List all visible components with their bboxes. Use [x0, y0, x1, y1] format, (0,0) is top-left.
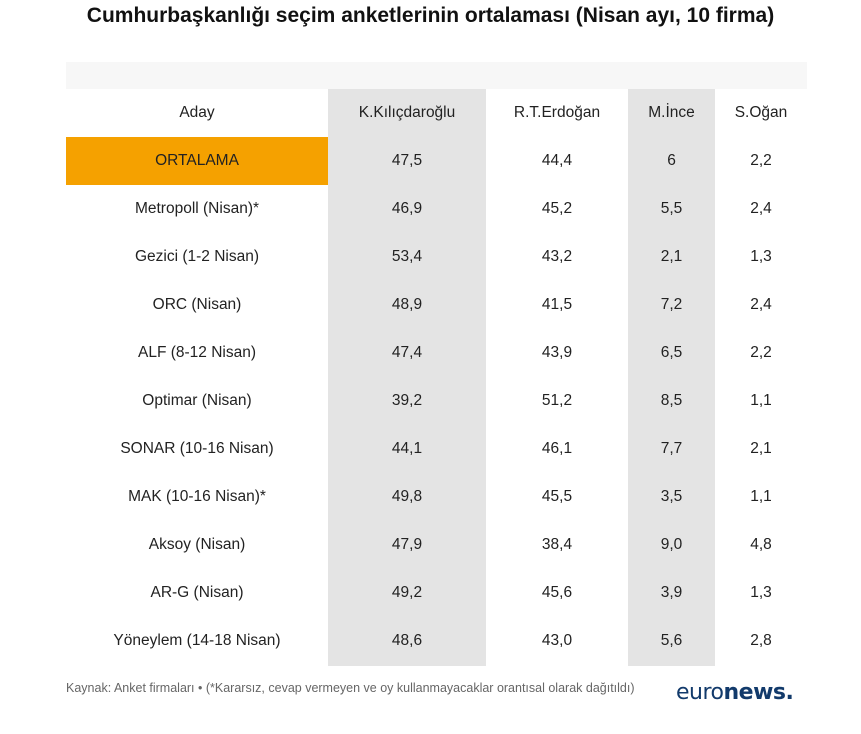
cell-ogan: 1,3	[750, 584, 772, 601]
cell-kilicdaroglu: 53,4	[391, 248, 423, 265]
cell-erdogan: 43,0	[541, 632, 573, 649]
euronews-logo: euronews.	[676, 680, 794, 705]
table-row: Aksoy (Nisan) 47,9 38,4 9,0 4,8	[66, 521, 807, 569]
poll-table: Aday K.Kılıçdaroğlu R.T.Erdoğan M.İnce S…	[66, 89, 807, 665]
cell-erdogan: 43,2	[541, 248, 573, 265]
cell-ince: 3,5	[660, 488, 683, 505]
cell-kilicdaroglu: 47,9	[391, 536, 423, 553]
table-row: Gezici (1-2 Nisan) 53,4 43,2 2,1 1,3	[66, 233, 807, 281]
header-row: Aday K.Kılıçdaroğlu R.T.Erdoğan M.İnce S…	[66, 89, 807, 137]
cell-kilicdaroglu: 46,9	[391, 200, 423, 217]
cell-erdogan: 51,2	[541, 392, 573, 409]
cell-pollster: Metropoll (Nisan)*	[134, 200, 260, 217]
table-row: MAK (10-16 Nisan)* 49,8 45,5 3,5 1,1	[66, 473, 807, 521]
cell-ogan: 2,4	[750, 200, 772, 217]
cell-ince: 3,9	[660, 584, 683, 601]
cell-erdogan: 41,5	[541, 296, 573, 313]
cell-pollster: Aksoy (Nisan)	[148, 536, 246, 553]
cell-kilicdaroglu: 47,4	[391, 344, 423, 361]
header-ogan: S.Oğan	[734, 104, 788, 121]
cell-ince: 9,0	[660, 536, 683, 553]
cell-ogan: 4,8	[750, 536, 772, 553]
cell-kilicdaroglu: 47,5	[391, 152, 423, 169]
cell-ince: 5,6	[660, 632, 683, 649]
cell-ogan: 2,2	[750, 152, 772, 169]
ince-column-shade	[628, 89, 715, 666]
cell-kilicdaroglu: 48,6	[391, 632, 423, 649]
cell-erdogan: 38,4	[541, 536, 573, 553]
cell-ogan: 2,4	[750, 296, 772, 313]
cell-ince: 6	[667, 152, 676, 169]
cell-kilicdaroglu: 49,8	[391, 488, 423, 505]
header-erdogan: R.T.Erdoğan	[513, 104, 601, 121]
cell-pollster: ALF (8-12 Nisan)	[137, 344, 256, 361]
cell-kilicdaroglu: 39,2	[391, 392, 423, 409]
table-row: ALF (8-12 Nisan) 47,4 43,9 6,5 2,2	[66, 329, 807, 377]
cell-erdogan: 43,9	[541, 344, 573, 361]
cell-erdogan: 44,4	[541, 152, 573, 169]
cell-erdogan: 46,1	[541, 440, 573, 457]
cell-ince: 6,5	[660, 344, 683, 361]
cell-pollster: Gezici (1-2 Nisan)	[134, 248, 260, 265]
table-top-band	[66, 62, 807, 89]
header-ince: M.İnce	[648, 104, 695, 121]
cell-kilicdaroglu: 49,2	[391, 584, 423, 601]
cell-pollster: Yöneylem (14-18 Nisan)	[113, 632, 281, 649]
cell-ince: 7,2	[660, 296, 683, 313]
cell-ogan: 1,1	[750, 392, 772, 409]
table-row: SONAR (10-16 Nisan) 44,1 46,1 7,7 2,1	[66, 425, 807, 473]
average-row: ORTALAMA 47,5 44,4 6 2,2	[66, 137, 807, 185]
average-row-highlight	[66, 137, 328, 185]
chart-title: Cumhurbaşkanlığı seçim anketlerinin orta…	[86, 4, 775, 27]
source-footnote: Kaynak: Anket firmaları • (*Kararsız, ce…	[66, 681, 635, 695]
table-row: Metropoll (Nisan)* 46,9 45,2 5,5 2,4	[66, 185, 807, 233]
table-row: Yöneylem (14-18 Nisan) 48,6 43,0 5,6 2,8	[66, 617, 807, 665]
table-row: ORC (Nisan) 48,9 41,5 7,2 2,4	[66, 281, 807, 329]
header-aday: Aday	[179, 104, 215, 121]
cell-ogan: 1,3	[750, 248, 772, 265]
cell-kilicdaroglu: 44,1	[391, 440, 423, 457]
kilicdaroglu-column-shade	[328, 89, 486, 666]
cell-ogan: 1,1	[750, 488, 772, 505]
cell-pollster: Optimar (Nisan)	[142, 392, 252, 409]
cell-ince: 2,1	[660, 248, 683, 265]
logo-dot: .	[785, 680, 794, 705]
logo-part-news: news	[723, 680, 787, 705]
cell-pollster: MAK (10-16 Nisan)*	[128, 488, 266, 505]
table-row: Optimar (Nisan) 39,2 51,2 8,5 1,1	[66, 377, 807, 425]
cell-erdogan: 45,6	[541, 584, 573, 601]
header-kilicdaroglu: K.Kılıçdaroğlu	[358, 104, 456, 121]
cell-ogan: 2,2	[750, 344, 772, 361]
cell-ince: 7,7	[660, 440, 683, 457]
cell-ogan: 2,1	[750, 440, 772, 457]
cell-ogan: 2,8	[750, 632, 772, 649]
cell-erdogan: 45,2	[541, 200, 573, 217]
cell-pollster: SONAR (10-16 Nisan)	[120, 440, 274, 457]
cell-kilicdaroglu: 48,9	[391, 296, 423, 313]
cell-ince: 5,5	[660, 200, 683, 217]
cell-pollster: AR-G (Nisan)	[150, 584, 244, 601]
cell-pollster: ORC (Nisan)	[152, 296, 242, 313]
table-row: AR-G (Nisan) 49,2 45,6 3,9 1,3	[66, 569, 807, 617]
cell-erdogan: 45,5	[541, 488, 573, 505]
cell-ince: 8,5	[660, 392, 683, 409]
logo-part-euro: euro	[676, 680, 724, 705]
cell-pollster: ORTALAMA	[155, 152, 239, 169]
